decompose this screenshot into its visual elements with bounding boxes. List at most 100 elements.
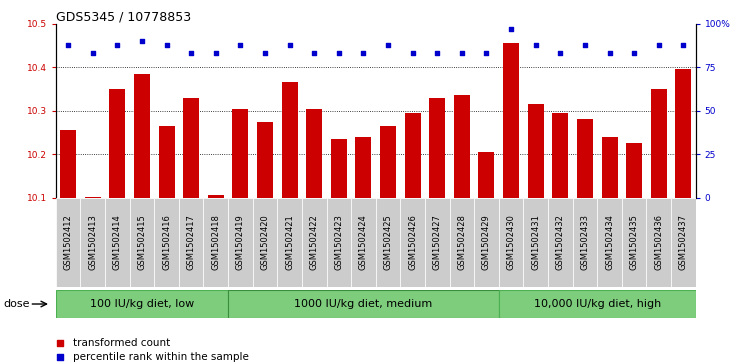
Bar (671, 198, 696, 287)
Point (210, 50, 222, 56)
Text: GSM1502421: GSM1502421 (285, 215, 294, 270)
Bar (523, 198, 548, 287)
Bar (257, 122, 273, 198)
Point (112, 42, 124, 48)
Bar (253, 198, 278, 287)
Point (456, 50, 468, 56)
Bar (158, 126, 175, 198)
Point (579, 42, 591, 48)
Point (333, 50, 344, 56)
Text: GSM1502436: GSM1502436 (654, 214, 663, 270)
Point (308, 50, 320, 56)
Point (505, 26, 517, 32)
Bar (498, 198, 523, 287)
Bar (85, 197, 100, 198)
Bar (208, 195, 224, 198)
Bar (278, 198, 302, 287)
Bar (405, 113, 420, 198)
Point (652, 42, 664, 48)
Point (382, 42, 394, 48)
Text: GSM1502419: GSM1502419 (236, 215, 245, 270)
Text: GSM1502430: GSM1502430 (507, 215, 516, 270)
Text: GSM1502420: GSM1502420 (260, 215, 269, 270)
Bar (601, 137, 618, 198)
Bar (429, 98, 445, 198)
Bar (307, 109, 322, 198)
Bar (327, 198, 351, 287)
Bar (129, 198, 154, 287)
Text: GSM1502423: GSM1502423 (334, 215, 343, 270)
Bar (577, 119, 593, 198)
Text: GSM1502413: GSM1502413 (89, 215, 97, 270)
Point (185, 50, 197, 56)
Text: GDS5345 / 10778853: GDS5345 / 10778853 (56, 11, 191, 24)
Bar (109, 89, 125, 198)
Point (357, 50, 369, 56)
Text: GSM1502426: GSM1502426 (408, 215, 417, 270)
Point (530, 42, 542, 48)
Point (628, 50, 640, 56)
Bar (548, 198, 573, 287)
Point (87, 50, 99, 56)
Text: GSM1502414: GSM1502414 (113, 215, 122, 270)
Text: GSM1502415: GSM1502415 (138, 215, 147, 270)
Bar (56, 290, 228, 318)
Bar (356, 137, 371, 198)
Bar (626, 143, 642, 198)
Point (234, 42, 246, 48)
Point (283, 42, 295, 48)
Point (677, 42, 689, 48)
Text: GSM1502418: GSM1502418 (211, 215, 220, 270)
Bar (331, 139, 347, 198)
Text: GSM1502432: GSM1502432 (556, 215, 565, 270)
Text: GSM1502434: GSM1502434 (605, 215, 614, 270)
Text: GSM1502428: GSM1502428 (458, 215, 466, 270)
Text: GSM1502417: GSM1502417 (187, 215, 196, 270)
Text: GSM1502437: GSM1502437 (679, 214, 688, 270)
Point (54, 340, 65, 346)
Text: GSM1502416: GSM1502416 (162, 215, 171, 270)
Text: GSM1502429: GSM1502429 (482, 215, 491, 270)
Bar (80, 198, 105, 287)
Bar (449, 198, 474, 287)
Point (62, 42, 74, 48)
Bar (400, 198, 425, 287)
Bar (647, 198, 671, 287)
Text: GSM1502425: GSM1502425 (383, 215, 393, 270)
Point (54, 354, 65, 360)
Bar (154, 198, 179, 287)
Text: GSM1502422: GSM1502422 (310, 215, 318, 270)
Point (432, 50, 443, 56)
Bar (203, 198, 228, 287)
Bar (474, 198, 498, 287)
Point (136, 38, 148, 44)
Point (481, 50, 493, 56)
Bar (651, 89, 667, 198)
Bar (597, 198, 622, 287)
Bar (179, 198, 203, 287)
Text: GSM1502433: GSM1502433 (580, 214, 589, 270)
Bar (454, 95, 470, 198)
Bar (676, 69, 691, 198)
Point (259, 50, 271, 56)
Text: 10,000 IU/kg diet, high: 10,000 IU/kg diet, high (533, 299, 661, 309)
Bar (478, 152, 495, 198)
Text: transformed count: transformed count (73, 338, 170, 348)
Point (554, 50, 566, 56)
Bar (183, 98, 199, 198)
Point (603, 50, 615, 56)
Text: 100 IU/kg diet, low: 100 IU/kg diet, low (90, 299, 194, 309)
Text: GSM1502427: GSM1502427 (433, 215, 442, 270)
Bar (281, 82, 298, 198)
Text: GSM1502424: GSM1502424 (359, 215, 368, 270)
Bar (134, 74, 150, 198)
Bar (232, 109, 248, 198)
Bar (527, 104, 544, 198)
Bar (351, 198, 376, 287)
Bar (503, 43, 519, 198)
Bar (60, 130, 76, 198)
Bar (622, 198, 647, 287)
Text: dose: dose (4, 299, 31, 309)
Point (161, 42, 173, 48)
Bar (105, 198, 129, 287)
